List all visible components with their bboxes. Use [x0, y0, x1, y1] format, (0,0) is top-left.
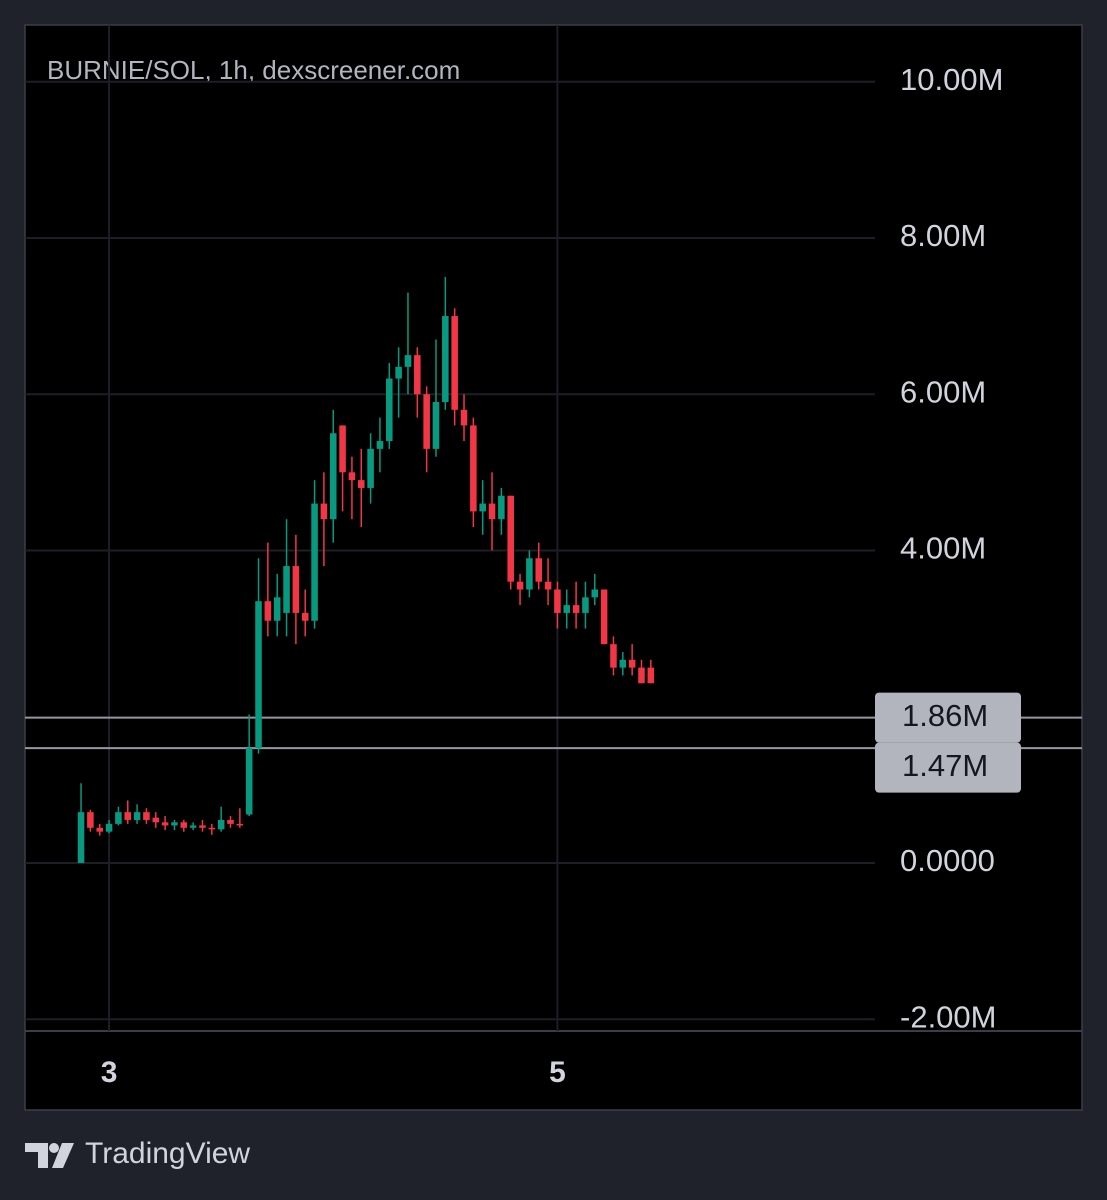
candle-body — [488, 503, 496, 520]
candle-body — [77, 812, 85, 863]
x-tick-label: 3 — [101, 1056, 118, 1089]
candle-body — [320, 503, 328, 520]
candle-body — [628, 659, 636, 668]
candle-body — [357, 480, 365, 488]
candle-body — [516, 581, 524, 590]
candle-body — [208, 827, 216, 830]
candle-body — [647, 667, 655, 684]
candle-body — [460, 409, 468, 426]
candle-body — [115, 812, 122, 824]
chart-panel — [24, 24, 1083, 1111]
candle-body — [638, 667, 645, 684]
y-tick-label: -2.00M — [900, 999, 996, 1034]
candle-body — [591, 589, 599, 598]
candle-body — [152, 817, 160, 823]
candle-body — [423, 394, 430, 449]
price-label-box — [875, 692, 1021, 743]
candle-body — [404, 355, 412, 367]
candle-body — [507, 495, 514, 582]
candle-body — [199, 825, 206, 828]
candle-body — [329, 433, 337, 520]
chart-title: BURNIE/SOL, 1h, dexscreener.com — [47, 55, 460, 85]
y-tick-label: 8.00M — [900, 218, 986, 253]
candle-body — [470, 425, 477, 512]
candle-body — [217, 819, 225, 830]
candle-body — [619, 659, 627, 668]
y-tick-label: 6.00M — [900, 374, 986, 409]
candle-body — [245, 748, 253, 815]
candle-body — [610, 644, 617, 668]
y-tick-label: 0.0000 — [900, 843, 995, 878]
candle-body — [395, 366, 402, 379]
y-tick-label: 10.00M — [900, 62, 1003, 97]
candle-body — [180, 822, 188, 828]
price-label: 1.47M — [902, 748, 988, 783]
candle-body — [367, 448, 374, 488]
candle-body — [133, 812, 141, 820]
candle-body — [171, 822, 178, 826]
candle-body — [273, 597, 281, 621]
candle-body — [236, 823, 244, 826]
price-label-box — [875, 742, 1021, 793]
price-label: 1.86M — [902, 698, 988, 733]
candle-body — [143, 812, 150, 820]
candle-body — [479, 503, 486, 512]
candle-body — [554, 589, 561, 613]
candle-body — [264, 601, 272, 621]
candle-body — [432, 402, 440, 449]
candle-body — [600, 589, 608, 645]
candle-body — [301, 612, 309, 621]
candle-body — [255, 601, 262, 749]
candle-body — [451, 316, 458, 410]
candle-body — [442, 316, 449, 402]
candle-body — [563, 605, 571, 613]
candle-body — [161, 822, 169, 826]
candle-body — [376, 441, 384, 449]
candle-body — [582, 597, 589, 613]
candle-body — [189, 825, 197, 828]
candle-body — [96, 827, 103, 832]
candle-body — [526, 558, 533, 590]
y-tick-label: 4.00M — [900, 531, 986, 566]
candle-body — [283, 566, 290, 613]
candle-body — [544, 581, 552, 590]
tradingview-logo — [25, 1143, 74, 1168]
candle-body — [348, 472, 356, 481]
candle-body — [227, 819, 234, 824]
candle-body — [414, 355, 421, 395]
brand-name: TradingView — [85, 1137, 250, 1170]
x-tick-label: 5 — [549, 1056, 566, 1089]
candle-body — [124, 812, 132, 820]
candle-body — [339, 425, 346, 473]
candle-body — [572, 605, 580, 613]
candle-body — [311, 503, 318, 621]
candle-body — [386, 378, 393, 442]
candle-body — [535, 558, 543, 582]
candle-body — [292, 566, 300, 613]
candle-body — [87, 812, 94, 828]
candle-body — [498, 495, 505, 520]
candle-body — [105, 823, 113, 832]
